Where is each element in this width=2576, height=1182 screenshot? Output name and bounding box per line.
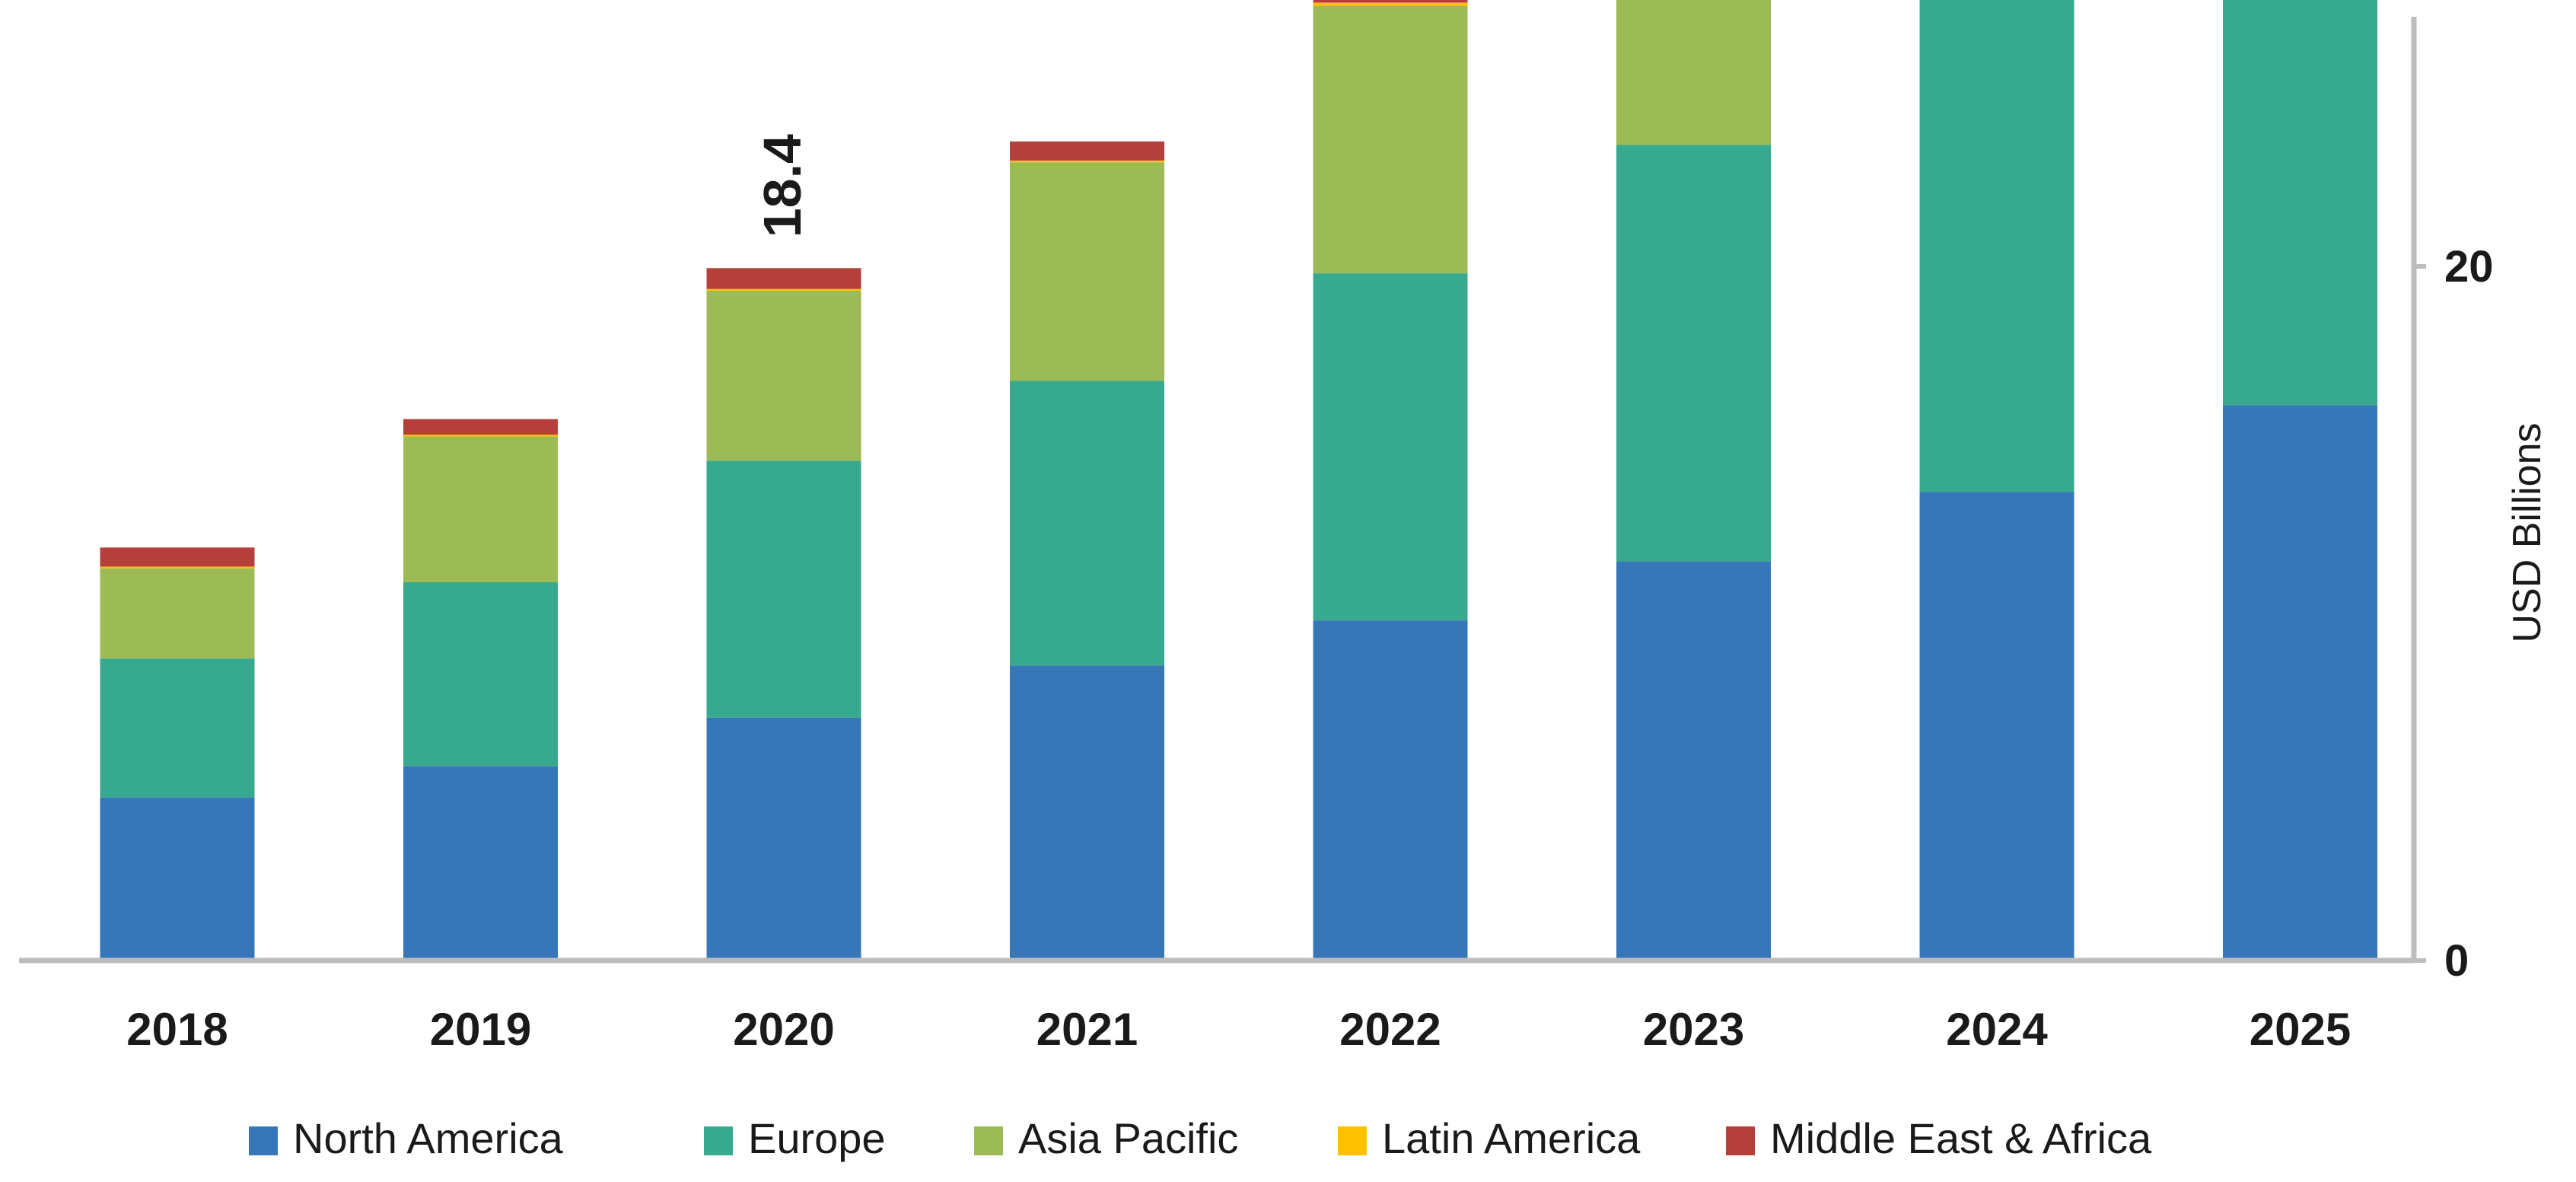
legend-label: North America bbox=[293, 1114, 564, 1162]
bar-2021-latin-america bbox=[1010, 160, 1164, 163]
legend-swatch bbox=[1726, 1126, 1755, 1155]
bar-2019-asia-pacific bbox=[403, 436, 558, 582]
total-label-2020: 18.4 bbox=[753, 134, 812, 237]
bar-2024-north-america bbox=[1919, 492, 2074, 961]
bar-2023-north-america bbox=[1616, 561, 1771, 961]
x-tick-label: 2021 bbox=[1036, 1004, 1138, 1055]
legend-swatch bbox=[704, 1126, 733, 1155]
bar-2019-middle-east-and-africa bbox=[403, 419, 558, 435]
x-tick-label: 2024 bbox=[1946, 1004, 2048, 1055]
x-tick-label: 2023 bbox=[1643, 1004, 1744, 1055]
bar-2020-middle-east-and-africa bbox=[706, 268, 861, 289]
x-tick-label: 2019 bbox=[430, 1004, 531, 1055]
bar-2020-latin-america bbox=[706, 288, 861, 291]
legend-swatch bbox=[1338, 1126, 1367, 1155]
y-tick-label: 0 bbox=[2444, 936, 2469, 986]
legend-item-europe: Europe bbox=[704, 1114, 886, 1162]
legend-item-asia-pacific: Asia Pacific bbox=[974, 1114, 1238, 1162]
legend-label: Latin America bbox=[1382, 1114, 1641, 1162]
bar-2022-north-america bbox=[1313, 620, 1468, 961]
bar-2025-north-america bbox=[2223, 405, 2377, 961]
bar-2021-middle-east-and-africa bbox=[1010, 141, 1164, 161]
x-tick-label: 2025 bbox=[2250, 1004, 2351, 1055]
bar-2022-middle-east-and-africa bbox=[1313, 0, 1468, 3]
bar-2018-latin-america bbox=[100, 566, 255, 569]
x-tick-labels-layer: 2018 2019 2020 2021 2022 2023 2024 2025 bbox=[126, 1004, 2351, 1055]
bar-2022-europe bbox=[1313, 273, 1468, 621]
bar-2019-latin-america bbox=[403, 435, 558, 437]
bars-layer bbox=[100, 0, 2377, 961]
annotations-layer: 18.446.6 bbox=[753, 134, 812, 237]
bar-2018-middle-east-and-africa bbox=[100, 547, 255, 567]
x-tick-label: 2022 bbox=[1339, 1004, 1441, 1055]
bar-2021-north-america bbox=[1010, 665, 1164, 961]
legend-label: Europe bbox=[748, 1114, 886, 1162]
bar-2018-europe bbox=[100, 658, 255, 798]
legend-label: Middle East & Africa bbox=[1770, 1114, 2152, 1162]
legend-item-middle-east-and-africa: Middle East & Africa bbox=[1726, 1114, 2152, 1162]
y-ticks-layer: 02040 bbox=[2414, 242, 2494, 986]
x-tick-label: 2018 bbox=[126, 1004, 228, 1055]
bar-2022-latin-america bbox=[1313, 2, 1468, 7]
bar-2023-asia-pacific bbox=[1616, 0, 1771, 145]
bar-2019-north-america bbox=[403, 766, 558, 961]
legend-label: Asia Pacific bbox=[1018, 1114, 1238, 1162]
bar-2025-europe bbox=[2223, 0, 2377, 406]
bar-2020-north-america bbox=[706, 717, 861, 961]
bar-2021-asia-pacific bbox=[1010, 162, 1164, 381]
bar-2018-north-america bbox=[100, 797, 255, 961]
bar-2018-asia-pacific bbox=[100, 568, 255, 659]
legend: North America Europe Asia Pacific Latin Ame… bbox=[249, 1114, 2152, 1162]
legend-swatch bbox=[974, 1126, 1003, 1155]
bar-2024-europe bbox=[1919, 0, 2074, 492]
x-tick-label: 2020 bbox=[733, 1004, 834, 1055]
bar-2023-europe bbox=[1616, 145, 1771, 562]
bar-2020-europe bbox=[706, 460, 861, 718]
y-tick-label: 20 bbox=[2444, 242, 2494, 292]
bar-2020-asia-pacific bbox=[706, 290, 861, 461]
legend-item-latin-america: Latin America bbox=[1338, 1114, 1641, 1162]
bar-2019-europe bbox=[403, 581, 558, 766]
bar-2021-europe bbox=[1010, 381, 1164, 666]
y-axis-label: USD Billions bbox=[2505, 423, 2549, 643]
legend-swatch bbox=[249, 1126, 278, 1155]
bar-2022-asia-pacific bbox=[1313, 6, 1468, 274]
legend-item-north-america: North America bbox=[249, 1114, 564, 1162]
